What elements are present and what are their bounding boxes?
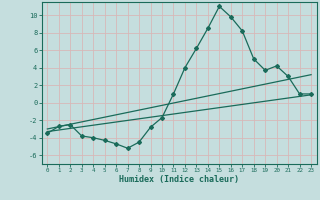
X-axis label: Humidex (Indice chaleur): Humidex (Indice chaleur) [119, 175, 239, 184]
